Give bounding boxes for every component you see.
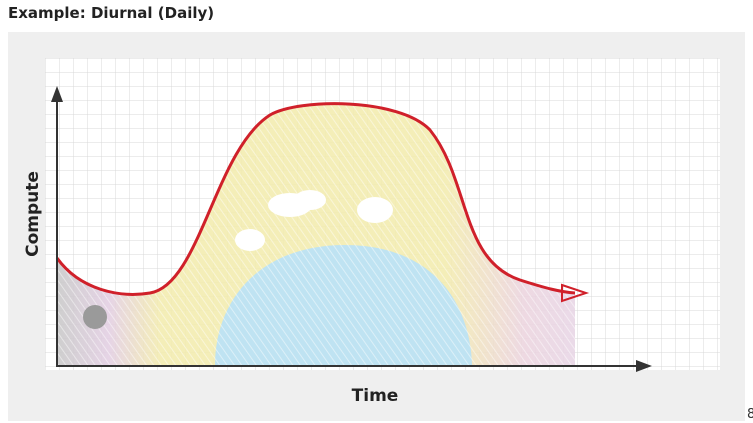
title: Example: Diurnal (Daily) xyxy=(8,4,214,22)
diagram: Example: Diurnal (Daily) Compute Time 8 xyxy=(0,0,753,423)
x-axis-label: Time xyxy=(352,386,399,406)
page: Example: Diurnal (Daily) Compute Time 8 … xyxy=(0,0,753,423)
moon xyxy=(83,305,107,329)
page-number: 8 xyxy=(747,407,753,422)
y-axis-label: Compute xyxy=(23,171,43,257)
